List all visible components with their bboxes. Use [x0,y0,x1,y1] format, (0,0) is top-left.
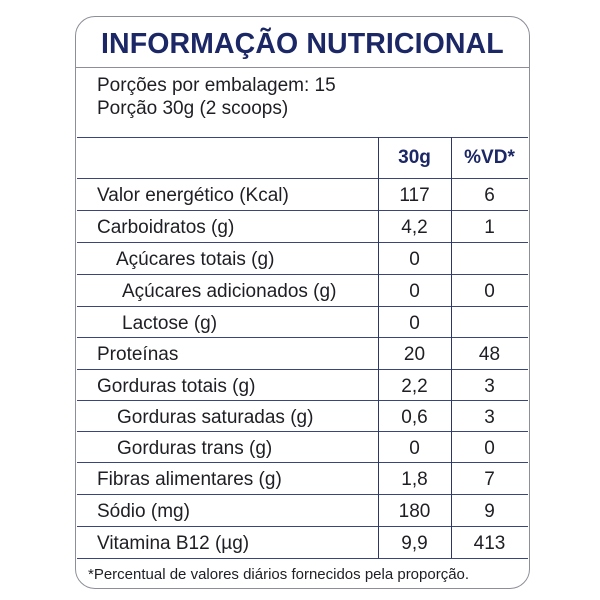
nutrient-name: Gorduras totais (g) [97,376,256,397]
row-divider [77,369,528,370]
nutrient-amount: 0 [409,438,420,459]
nutrient-name: Açúcares totais (g) [116,249,275,270]
nutrient-daily-value: 9 [484,501,495,522]
column-divider-amount [378,137,379,558]
header-daily-value: %VD* [464,147,515,168]
nutrient-amount: 0 [409,281,420,302]
table-row-total-fat: Gorduras totais (g) 2,2 3 [77,370,528,401]
table-header-row: 30g %VD* [77,137,528,178]
nutrient-amount: 180 [398,501,431,522]
servings-per-package: Porções por embalagem: 15 [97,75,336,96]
nutrient-amount: 0 [409,313,420,334]
nutrient-amount: 1,8 [401,469,428,490]
nutrient-daily-value: 0 [484,438,495,459]
title-divider [76,67,529,68]
nutrient-daily-value [451,307,528,338]
nutrient-daily-value: 3 [484,407,495,428]
table-row-total-sugars: Açúcares totais (g) 0 [77,243,528,274]
row-divider [77,462,528,463]
daily-value-footnote: *Percentual de valores diários fornecido… [88,566,470,583]
nutrient-name: Proteínas [97,344,179,365]
nutrient-name: Lactose (g) [122,313,218,334]
label-title: INFORMAÇÃO NUTRICIONAL [101,28,504,60]
nutrient-amount: 9,9 [401,533,428,554]
table-header-divider [77,178,528,179]
nutrient-amount: 0,6 [401,407,428,428]
table-row-vitamin-b12: Vitamina B12 (µg) 9,9 413 [77,527,528,558]
nutrient-daily-value: 413 [473,533,506,554]
serving-size: Porção 30g (2 scoops) [97,98,289,119]
row-divider [77,210,528,211]
table-row-added-sugars: Açúcares adicionados (g) 0 0 [77,275,528,306]
nutrient-amount: 117 [399,185,430,206]
nutrient-daily-value: 48 [478,344,501,365]
nutrient-daily-value: 0 [484,281,495,302]
table-row-saturated-fat: Gorduras saturadas (g) 0,6 3 [77,401,528,432]
nutrient-name: Sódio (mg) [97,501,190,522]
row-divider [77,400,528,401]
row-divider [77,306,528,307]
table-row-trans-fat: Gorduras trans (g) 0 0 [77,432,528,463]
table-row-energy: Valor energético (Kcal) 117 6 [77,179,528,210]
nutrient-name: Açúcares adicionados (g) [122,281,337,302]
row-divider [77,431,528,432]
table-row-dietary-fiber: Fibras alimentares (g) 1,8 7 [77,463,528,494]
nutrient-daily-value [451,243,528,274]
row-divider [77,274,528,275]
nutrient-amount: 20 [403,344,426,365]
nutrient-amount: 2,2 [401,376,428,397]
header-amount: 30g [398,147,431,168]
row-divider [77,494,528,495]
nutrient-daily-value: 6 [484,185,495,206]
nutrient-name: Gorduras saturadas (g) [117,407,314,428]
table-top-line [77,137,528,138]
column-divider-daily-value [451,137,452,558]
nutrient-name: Gorduras trans (g) [117,438,273,459]
nutrient-name: Valor energético (Kcal) [97,185,289,206]
row-divider [77,526,528,527]
row-divider [77,242,528,243]
nutrient-daily-value: 7 [484,469,495,490]
nutrient-daily-value: 1 [484,217,495,238]
table-row-carbohydrates: Carboidratos (g) 4,2 1 [77,211,528,242]
row-divider [77,337,528,338]
nutrient-name: Vitamina B12 (µg) [97,533,250,554]
table-row-sodium: Sódio (mg) 180 9 [77,495,528,526]
nutrition-label-frame [75,16,530,589]
table-bottom-line [77,558,528,559]
nutrient-name: Carboidratos (g) [97,217,235,238]
nutrient-amount: 0 [409,249,420,270]
nutrient-name: Fibras alimentares (g) [97,469,282,490]
nutrient-daily-value: 3 [484,376,495,397]
table-row-lactose: Lactose (g) 0 [77,307,528,338]
nutrient-amount: 4,2 [401,217,428,238]
table-row-proteins: Proteínas 20 48 [77,338,528,369]
